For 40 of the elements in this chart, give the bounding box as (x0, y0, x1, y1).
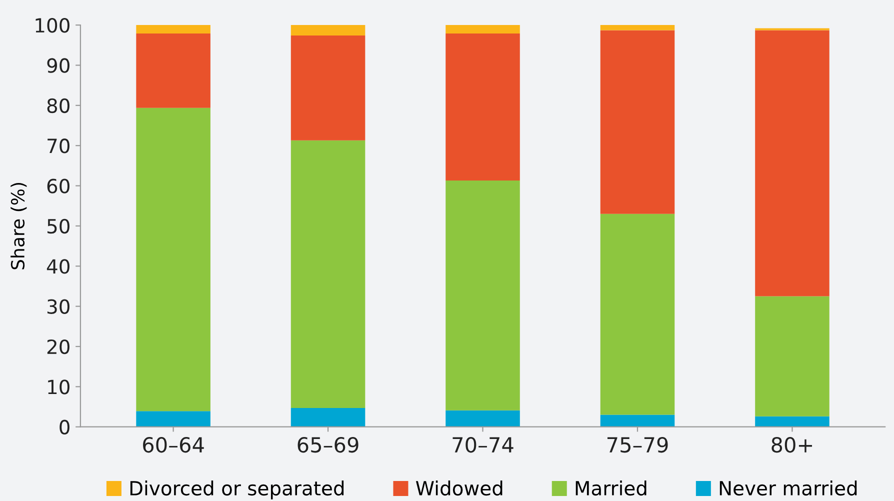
x-tick-label: 60–64 (143, 436, 204, 453)
y-tick-label: 50 (47, 218, 70, 234)
legend-label: Married (576, 480, 646, 496)
bar (446, 33, 520, 181)
bar (136, 25, 210, 34)
y-tick-label: 0 (60, 420, 70, 435)
bar (290, 140, 366, 408)
bar (290, 25, 366, 36)
y-tick-label: 100 (36, 18, 70, 33)
bar (446, 410, 520, 427)
bar (290, 35, 366, 140)
bar (446, 25, 520, 34)
y-tick-label: 40 (46, 259, 70, 274)
y-tick-label: 80 (47, 98, 70, 114)
bar (755, 296, 830, 416)
bar (136, 33, 210, 108)
bar (600, 30, 675, 214)
bar (600, 414, 675, 427)
bar (755, 416, 830, 427)
x-tick-label: 65–69 (298, 436, 358, 453)
y-tick-label: 90 (47, 58, 70, 73)
bar (600, 214, 675, 415)
y-axis-title: Share (%) (10, 182, 27, 270)
y-tick-label: 10 (48, 380, 70, 394)
bar (290, 408, 366, 427)
bar (136, 108, 210, 412)
bar (446, 180, 520, 410)
y-tick-label: 20 (47, 339, 70, 354)
bar (600, 25, 675, 30)
x-tick-label: 75–79 (607, 436, 668, 453)
bar (136, 411, 210, 427)
x-tick-label: 80+ (772, 436, 812, 453)
legend-label: Never married (720, 480, 857, 496)
legend-label: Widowed (416, 480, 502, 496)
y-tick-label: 30 (47, 299, 70, 314)
y-tick-label: 60 (47, 178, 70, 194)
y-tick-label: 70 (48, 138, 70, 154)
bar (755, 30, 830, 296)
legend-label: Divorced or separated (130, 480, 344, 500)
x-tick-label: 70–74 (452, 436, 514, 453)
